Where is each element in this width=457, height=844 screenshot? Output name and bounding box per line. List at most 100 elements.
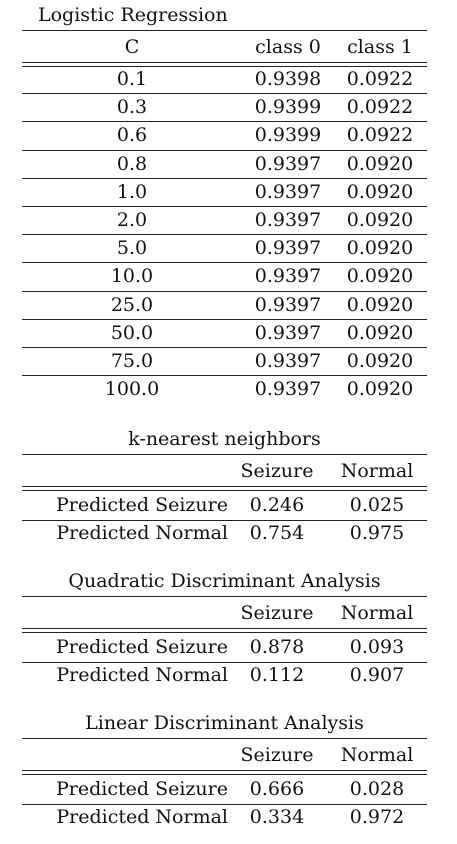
- class-0-value: 0.9397: [254, 350, 322, 372]
- row-rule: [22, 520, 427, 521]
- knn-table: k-nearest neighbors Seizure Normal Predi…: [22, 428, 427, 548]
- header-rule-lower: [22, 632, 427, 633]
- table-row: 0.6 0.9399 0.0922: [22, 121, 427, 149]
- table-row: 2.0 0.9397 0.0920: [22, 206, 427, 234]
- normal-value: 0.972: [349, 806, 405, 828]
- qda-table: Quadratic Discriminant Analysis Seizure …: [22, 570, 427, 690]
- c-value: 0.6: [116, 124, 148, 147]
- table-row: 0.1 0.9398 0.0922: [22, 65, 427, 93]
- top-rule: [22, 30, 427, 31]
- header-class-0: class 0: [255, 36, 321, 58]
- header-normal: Normal: [340, 460, 414, 482]
- table-row: 0.8 0.9397 0.0920: [22, 150, 427, 178]
- class-0-value: 0.9398: [254, 68, 322, 90]
- normal-value: 0.093: [349, 636, 405, 658]
- table-row: Predicted Normal 0.754 0.975: [22, 519, 427, 547]
- table-row: Predicted Normal 0.112 0.907: [22, 661, 427, 689]
- row-rule: [22, 234, 427, 236]
- c-value: 1.0: [116, 180, 148, 203]
- header-rule-lower: [22, 490, 427, 491]
- header-class-1: class 1: [347, 36, 413, 58]
- top-rule: [22, 738, 427, 739]
- class-1-value: 0.0922: [346, 124, 414, 147]
- seizure-value: 0.754: [249, 522, 305, 544]
- row-rule: [22, 347, 427, 348]
- c-value: 0.1: [116, 68, 148, 90]
- class-1-value: 0.0920: [346, 378, 414, 401]
- table-row: 10.0 0.9397 0.0920: [22, 262, 427, 290]
- normal-value: 0.025: [349, 494, 405, 516]
- header-rule-upper: [22, 628, 427, 629]
- class-1-value: 0.0922: [346, 96, 414, 119]
- c-value: 25.0: [110, 293, 154, 316]
- row-rule: [22, 290, 427, 292]
- table-row: 25.0 0.9397 0.0920: [22, 291, 427, 319]
- header-rule-upper: [22, 486, 427, 487]
- class-0-value: 0.9397: [254, 152, 322, 175]
- class-0-value: 0.9397: [254, 378, 322, 401]
- knn-title: k-nearest neighbors: [128, 428, 321, 450]
- header-seizure: Seizure: [240, 744, 314, 766]
- table-row: 75.0 0.9397 0.0920: [22, 347, 427, 375]
- seizure-value: 0.246: [249, 494, 305, 516]
- top-rule: [22, 454, 427, 455]
- c-value: 10.0: [110, 265, 154, 288]
- c-value: 2.0: [116, 209, 148, 231]
- c-value: 5.0: [116, 237, 148, 260]
- class-1-value: 0.0920: [346, 350, 414, 372]
- table-row: 100.0 0.9397 0.0920: [22, 375, 427, 403]
- class-1-value: 0.0920: [346, 180, 414, 203]
- row-rule: [22, 662, 427, 663]
- seizure-value: 0.878: [249, 636, 305, 658]
- logistic-regression-table: Logistic Regression C class 0 class 1 0.…: [22, 0, 427, 410]
- class-1-value: 0.0920: [346, 265, 414, 288]
- table-row: 0.3 0.9399 0.0922: [22, 93, 427, 121]
- row-label: Predicted Normal: [56, 664, 228, 686]
- class-1-value: 0.0920: [346, 152, 414, 175]
- class-1-value: 0.0920: [346, 237, 414, 260]
- row-rule: [22, 318, 427, 320]
- class-0-value: 0.9397: [254, 293, 322, 316]
- logistic-regression-title: Logistic Regression: [38, 4, 228, 26]
- row-rule: [22, 177, 427, 179]
- top-rule: [22, 596, 427, 597]
- header-row: Seizure Normal: [22, 742, 427, 770]
- c-value: 50.0: [110, 321, 154, 344]
- header-rule-upper: [22, 62, 427, 63]
- table-row: Predicted Normal 0.334 0.972: [22, 803, 427, 831]
- row-label: Predicted Seizure: [56, 636, 228, 658]
- seizure-value: 0.666: [249, 778, 305, 800]
- c-value: 0.3: [116, 96, 148, 119]
- table-row: 1.0 0.9397 0.0920: [22, 178, 427, 206]
- header-normal: Normal: [340, 744, 414, 766]
- c-value: 100.0: [104, 378, 160, 401]
- table-row: Predicted Seizure 0.246 0.025: [22, 491, 427, 519]
- header-rule-lower: [22, 774, 427, 775]
- class-1-value: 0.0920: [346, 321, 414, 344]
- header-seizure: Seizure: [240, 602, 314, 624]
- table-row: Predicted Seizure 0.666 0.028: [22, 775, 427, 803]
- header-rule-upper: [22, 770, 427, 771]
- class-1-value: 0.0922: [346, 68, 414, 90]
- seizure-value: 0.112: [249, 664, 305, 686]
- table-row: 5.0 0.9397 0.0920: [22, 234, 427, 262]
- header-rule-lower: [22, 66, 427, 67]
- class-0-value: 0.9397: [254, 237, 322, 260]
- class-0-value: 0.9399: [254, 124, 322, 147]
- normal-value: 0.028: [349, 778, 405, 800]
- table-row: 50.0 0.9397 0.0920: [22, 319, 427, 347]
- row-label: Predicted Seizure: [56, 494, 228, 516]
- class-1-value: 0.0920: [346, 209, 414, 231]
- class-0-value: 0.9397: [254, 180, 322, 203]
- row-rule: [22, 149, 427, 151]
- class-0-value: 0.9397: [254, 209, 322, 231]
- class-0-value: 0.9399: [254, 96, 322, 119]
- row-label: Predicted Seizure: [56, 778, 228, 800]
- header-row: Seizure Normal: [22, 600, 427, 628]
- header-row: C class 0 class 1: [22, 34, 427, 62]
- row-rule: [22, 262, 427, 264]
- row-rule: [22, 93, 427, 95]
- class-0-value: 0.9397: [254, 321, 322, 344]
- header-row: Seizure Normal: [22, 458, 427, 486]
- row-rule: [22, 804, 427, 805]
